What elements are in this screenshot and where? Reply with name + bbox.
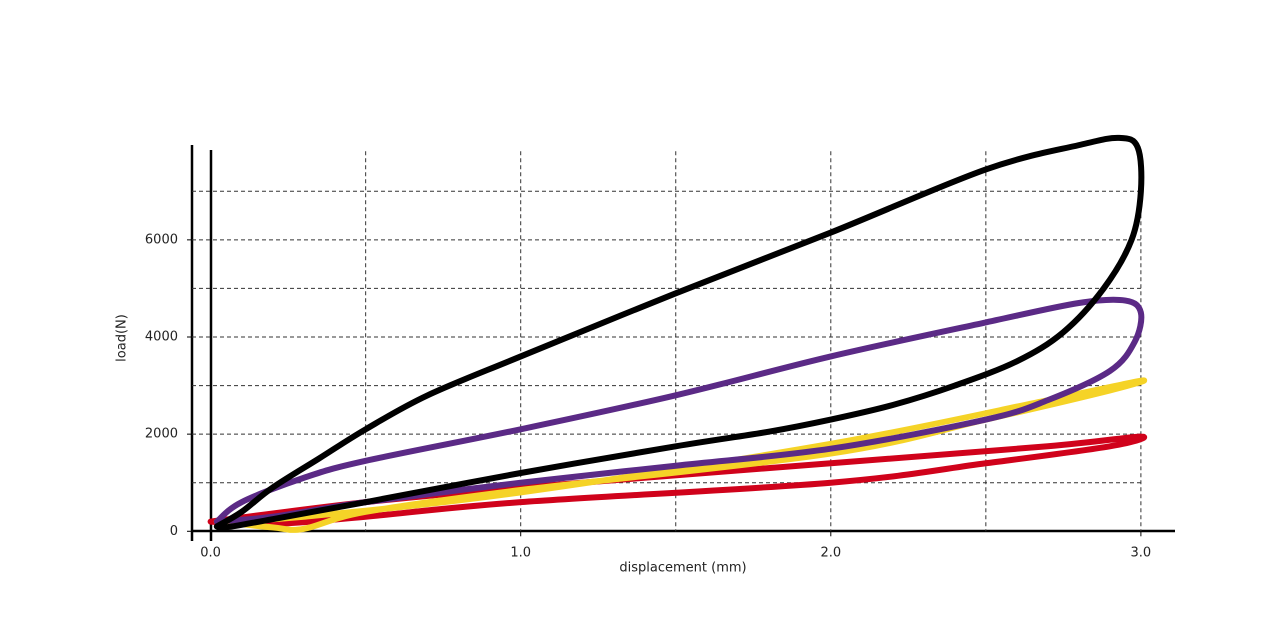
x-tick-label: 1.0 bbox=[510, 546, 531, 561]
x-tick-label: 3.0 bbox=[1131, 546, 1152, 561]
loop-line bbox=[213, 296, 1145, 525]
loop-line bbox=[213, 134, 1145, 531]
y-axis-label: load(N) bbox=[115, 314, 130, 362]
y-tick-label: 4000 bbox=[145, 330, 178, 345]
loop-line bbox=[213, 377, 1148, 533]
x-tick-label: 0.0 bbox=[200, 546, 221, 561]
x-tick-label: 2.0 bbox=[820, 546, 841, 561]
y-tick-label: 2000 bbox=[145, 427, 178, 442]
x-axis-label: displacement (mm) bbox=[619, 561, 746, 576]
y-tick-label: 6000 bbox=[145, 232, 178, 247]
y-tick-label: 0 bbox=[170, 524, 178, 539]
